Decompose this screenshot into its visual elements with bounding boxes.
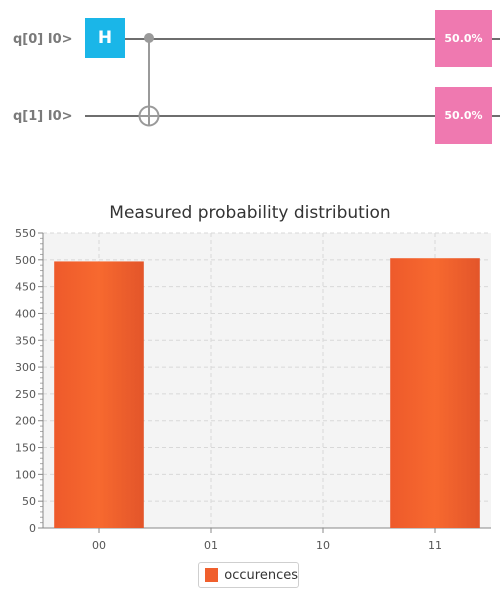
cnot-control-dot [144,33,154,43]
hadamard-gate[interactable]: H [85,18,125,58]
y-tick-label: 50 [22,495,36,508]
y-tick-label: 450 [15,281,36,294]
legend-swatch [205,568,219,582]
measurement-q1[interactable]: 50.0% [435,87,492,144]
y-tick-label: 100 [15,468,36,481]
legend-label: occurences [224,567,298,583]
y-tick-label: 300 [15,361,36,374]
y-tick-label: 350 [15,334,36,347]
y-tick-label: 250 [15,388,36,401]
bar-00 [54,261,144,528]
x-tick-label: 00 [92,539,106,550]
y-tick-label: 200 [15,415,36,428]
y-tick-label: 400 [15,307,36,320]
x-tick-label: 11 [428,539,442,550]
x-tick-label: 10 [316,539,330,550]
qubit-0-wire [85,38,500,40]
chart-title: Measured probability distribution [109,203,390,223]
x-tick-label: 01 [204,539,218,550]
qubit-1-label: q[1] I0> [13,109,73,124]
probability-chart: Measured probability distribution0501001… [15,203,491,550]
y-tick-label: 0 [29,522,36,535]
bar-11 [390,258,480,528]
quantum-circuit: q[0] I0> q[1] I0> H 50.0% 50.0% [0,0,500,170]
chart-legend[interactable]: occurences [198,562,299,588]
qubit-0-label: q[0] I0> [13,32,73,47]
y-tick-label: 550 [15,227,36,240]
measurement-q0[interactable]: 50.0% [435,10,492,67]
cnot-gate[interactable] [0,0,500,170]
qubit-1-wire [85,115,500,117]
y-tick-label: 500 [15,254,36,267]
y-tick-label: 150 [15,442,36,455]
